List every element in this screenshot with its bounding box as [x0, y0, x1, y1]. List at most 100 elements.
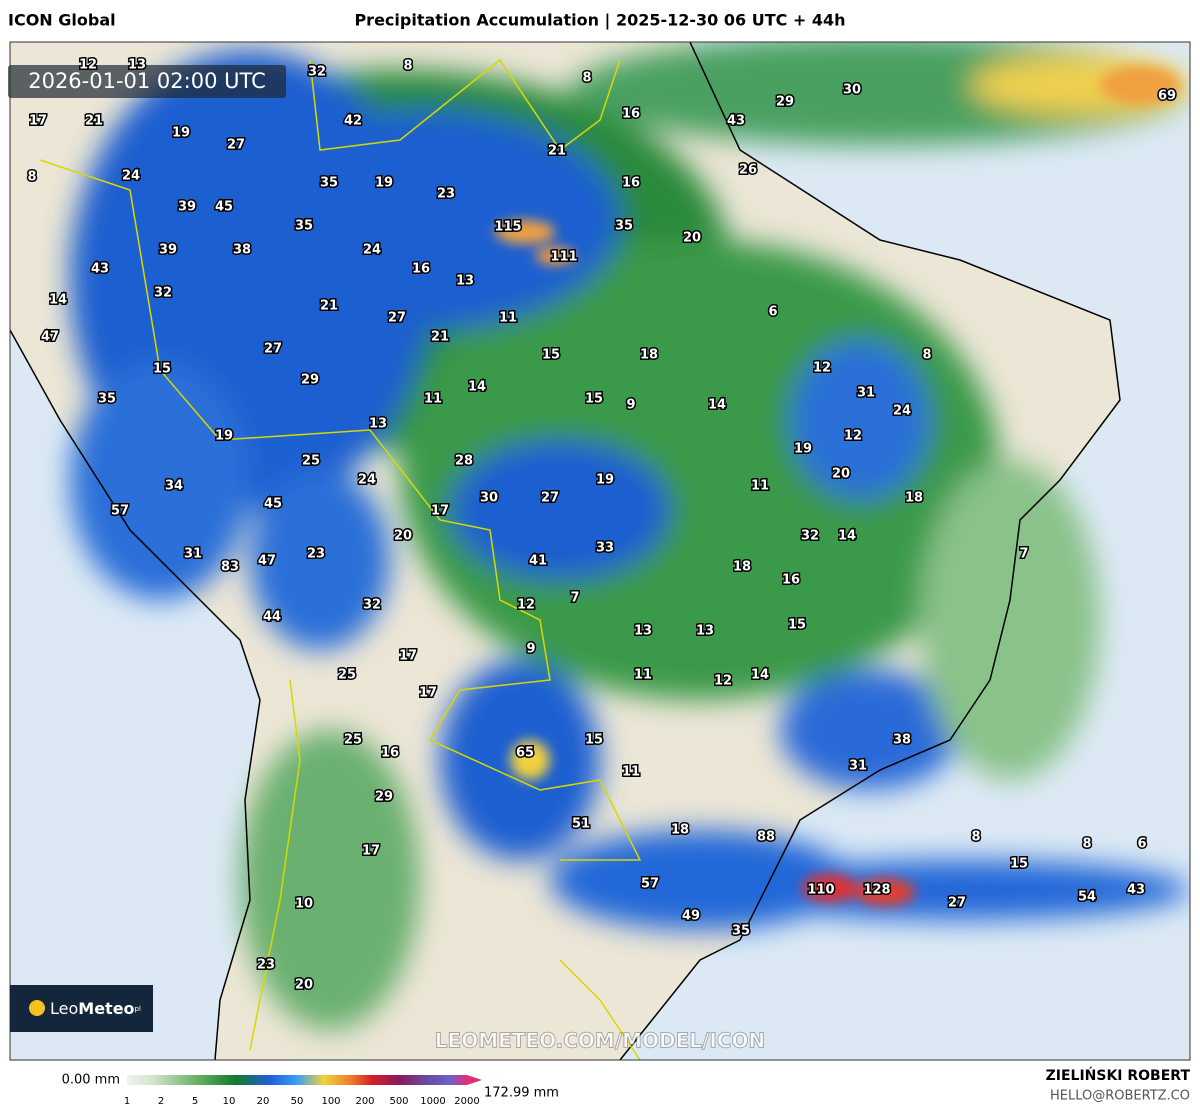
precip-label: 19	[172, 126, 190, 141]
precip-label: 47	[41, 330, 59, 345]
precip-label: 32	[154, 286, 172, 301]
precip-label: 42	[344, 114, 362, 129]
model-name: ICON Global	[8, 11, 116, 30]
precip-label: 20	[683, 231, 701, 246]
precip-label: 32	[308, 65, 326, 80]
legend-max: 172.99 mm	[484, 1086, 559, 1101]
precip-label: 35	[320, 176, 338, 191]
legend-ticks: 1 2 5 10 20 50 100 200 500 1000 2000	[124, 1096, 480, 1107]
precip-label: 35	[615, 219, 633, 234]
precip-label: 8	[922, 348, 931, 363]
precip-label: 54	[1078, 890, 1096, 905]
legend-tick: 5	[192, 1096, 198, 1107]
precip-label: 16	[381, 746, 399, 761]
logo-light: Leo	[50, 999, 78, 1018]
precip-label: 34	[165, 479, 183, 494]
precip-label: 19	[596, 473, 614, 488]
legend-tick: 1	[124, 1096, 130, 1107]
precip-label: 20	[295, 978, 313, 993]
precip-label: 33	[596, 541, 614, 556]
precip-label: 12	[714, 674, 732, 689]
precip-label: 23	[437, 187, 455, 202]
logo-text: LeoMeteopl	[50, 999, 141, 1018]
precip-label: 49	[682, 909, 700, 924]
precip-label: 31	[857, 386, 875, 401]
precip-label: 28	[455, 454, 473, 469]
precip-label: 110	[807, 883, 834, 898]
precip-label: 17	[399, 649, 417, 664]
precip-label: 12	[79, 58, 97, 73]
precip-label: 25	[338, 668, 356, 683]
legend-tick: 50	[291, 1096, 304, 1107]
watermark: LEOMETEO.COM/MODEL/ICON	[435, 1029, 765, 1053]
precip-label: 31	[184, 547, 202, 562]
precip-label: 88	[757, 830, 775, 845]
precip-label: 29	[776, 95, 794, 110]
precip-label: 13	[456, 274, 474, 289]
precip-label: 47	[258, 554, 276, 569]
precip-label: 9	[626, 398, 635, 413]
precip-label: 45	[215, 200, 233, 215]
legend-arrow	[467, 1075, 482, 1085]
precip-label: 27	[948, 896, 966, 911]
precip-label: 57	[641, 877, 659, 892]
precip-label: 11	[499, 311, 517, 326]
map-title: Precipitation Accumulation | 2025-12-30 …	[354, 11, 845, 31]
precip-label: 27	[541, 491, 559, 506]
precip-label: 19	[375, 176, 393, 191]
legend-tick: 10	[223, 1096, 236, 1107]
author: ZIELIŃSKI ROBERT	[1046, 1066, 1191, 1084]
precip-label: 23	[307, 547, 325, 562]
precip-label: 21	[320, 299, 338, 314]
precip-label: 18	[905, 491, 923, 506]
precip-label: 8	[403, 59, 412, 74]
precip-label: 13	[634, 624, 652, 639]
precip-label: 26	[739, 163, 757, 178]
precip-label: 8	[1082, 837, 1091, 852]
precip-label: 16	[782, 573, 800, 588]
precip-label: 8	[582, 71, 591, 86]
precip-label: 27	[264, 342, 282, 357]
precip-label: 9	[526, 642, 535, 657]
precip-label: 43	[1127, 883, 1145, 898]
precip-label: 8	[27, 170, 36, 185]
precip-label: 14	[751, 668, 769, 683]
precip-label: 12	[517, 598, 535, 613]
precip-label: 7	[570, 591, 579, 606]
precip-label: 35	[295, 219, 313, 234]
precip-label: 128	[863, 883, 890, 898]
precip-label: 12	[813, 361, 831, 376]
timestamp: 2026-01-01 02:00 UTC	[28, 69, 266, 93]
precip-label: 12	[844, 429, 862, 444]
precip-label: 15	[153, 362, 171, 377]
precip-label: 11	[751, 479, 769, 494]
map-frame	[9, 41, 1191, 1061]
precip-label: 35	[732, 924, 750, 939]
precip-label: 17	[29, 114, 47, 129]
precip-label: 15	[788, 618, 806, 633]
precip-label: 65	[516, 746, 534, 761]
precip-label: 39	[159, 243, 177, 258]
precip-label: 38	[893, 733, 911, 748]
precip-label: 25	[344, 733, 362, 748]
precip-label: 27	[227, 138, 245, 153]
precip-label: 23	[257, 958, 275, 973]
precip-label: 21	[431, 330, 449, 345]
precip-label: 14	[838, 529, 856, 544]
precip-label: 39	[178, 200, 196, 215]
precip-label: 18	[640, 348, 658, 363]
precip-label: 15	[1010, 857, 1028, 872]
legend-min: 0.00 mm	[62, 1073, 120, 1088]
precip-label: 20	[394, 529, 412, 544]
precip-label: 11	[622, 765, 640, 780]
legend-tick: 200	[355, 1096, 374, 1107]
precip-label: 57	[111, 504, 129, 519]
precip-label: 16	[622, 107, 640, 122]
precip-label: 15	[542, 348, 560, 363]
logo-bold: Meteo	[78, 999, 134, 1018]
precip-label: 31	[849, 759, 867, 774]
precip-label: 32	[363, 598, 381, 613]
logo-suffix: pl	[135, 1005, 141, 1013]
precip-label: 14	[468, 380, 486, 395]
